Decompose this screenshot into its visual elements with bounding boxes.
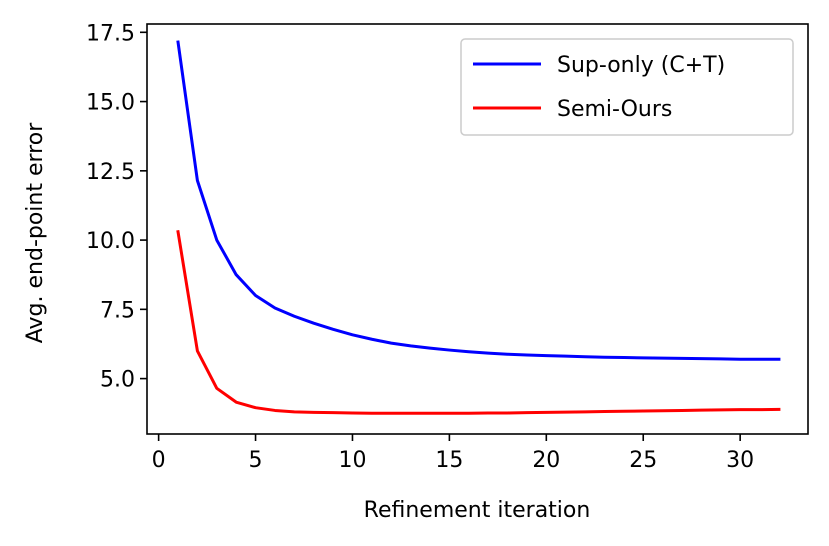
legend-label-1: Sup-only (C+T) — [557, 53, 725, 78]
series-line-1 — [176, 40, 781, 361]
legend-label-2: Semi-Ours — [557, 97, 672, 122]
x-tick-label: 0 — [152, 448, 166, 473]
legend-box — [460, 38, 794, 136]
x-tick-label: 5 — [249, 448, 263, 473]
x-tick-label: 15 — [435, 448, 463, 473]
y-axis-label: Avg. end-point error — [23, 122, 48, 343]
y-tick-label: 5.0 — [100, 368, 135, 393]
x-tick-label: 20 — [532, 448, 560, 473]
axes-frame — [146, 23, 809, 435]
y-tick-label: 15.0 — [86, 91, 135, 116]
series-line-2 — [176, 230, 781, 415]
x-axis-ticks: 0 5 10 15 20 25 30 — [152, 434, 754, 473]
y-axis-ticks: 5.0 7.5 10.0 12.5 15.0 17.5 — [86, 21, 147, 393]
x-axis-label: Refinement iteration — [364, 498, 591, 523]
y-tick-label: 12.5 — [86, 160, 135, 185]
series-lines — [176, 40, 781, 415]
y-tick-label: 17.5 — [86, 21, 135, 46]
y-tick-label: 7.5 — [100, 298, 135, 323]
x-tick-label: 10 — [338, 448, 366, 473]
legend: Sup-only (C+T) Semi-Ours — [460, 38, 794, 136]
x-tick-label: 25 — [629, 448, 657, 473]
x-tick-label: 30 — [726, 448, 754, 473]
y-tick-label: 10.0 — [86, 229, 135, 254]
axes-border — [146, 23, 809, 435]
